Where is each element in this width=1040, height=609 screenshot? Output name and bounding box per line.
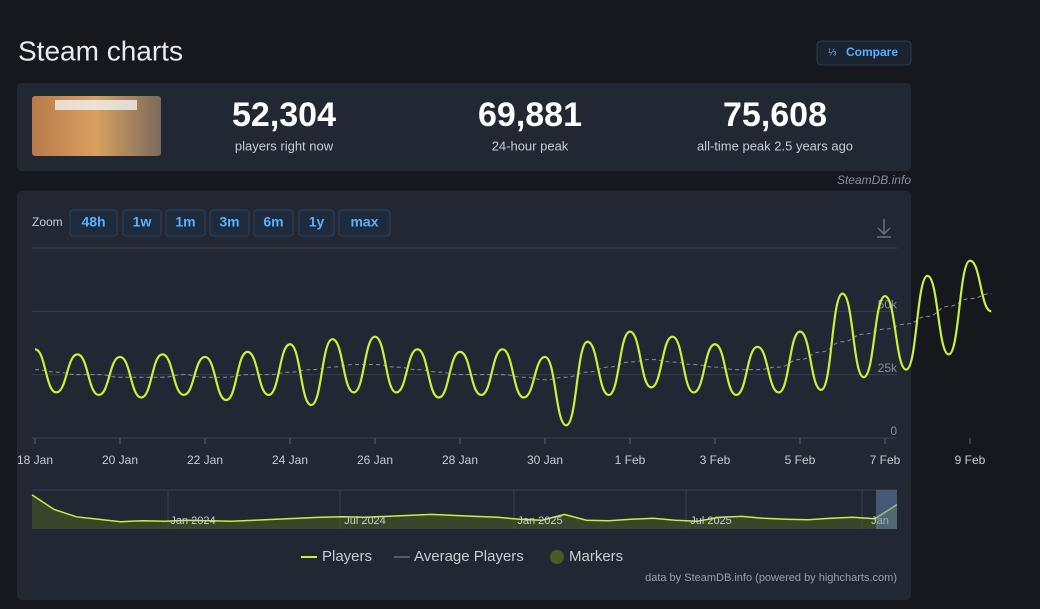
- zoom-button-label[interactable]: 1y: [309, 214, 325, 230]
- x-tick-label: 5 Feb: [785, 453, 816, 467]
- zoom-button[interactable]: [209, 209, 250, 237]
- zoom-button[interactable]: [122, 209, 162, 237]
- x-tick-label: 30 Jan: [527, 453, 563, 467]
- compare-icon: ⅓: [828, 48, 837, 59]
- thumbnail-logo: [55, 100, 137, 110]
- credits: data by SteamDB.info (powered by highcha…: [645, 572, 897, 584]
- legend-item[interactable]: Average Players: [414, 548, 524, 565]
- zoom-button-label[interactable]: 3m: [219, 214, 239, 230]
- x-tick-label: 7 Feb: [870, 453, 901, 467]
- y-tick-label: 0: [890, 424, 897, 438]
- zoom-button-label[interactable]: max: [350, 214, 378, 230]
- stat-label: players right now: [235, 138, 334, 153]
- zoom-button-label[interactable]: 6m: [263, 214, 283, 230]
- chart-panel: [17, 191, 911, 600]
- legend-markers-symbol: [550, 550, 564, 564]
- game-thumbnail: [32, 96, 161, 156]
- x-tick-label: 22 Jan: [187, 453, 223, 467]
- navigator-label: Jan 2024: [170, 515, 215, 527]
- zoom-button[interactable]: [298, 209, 335, 237]
- stat-value: 75,608: [723, 96, 827, 134]
- x-tick-label: 26 Jan: [357, 453, 393, 467]
- x-tick-label: 20 Jan: [102, 453, 138, 467]
- y-tick-label: 25k: [878, 361, 898, 375]
- legend-item[interactable]: Markers: [569, 548, 623, 565]
- zoom-button-label[interactable]: 1w: [133, 214, 152, 230]
- x-tick-label: 24 Jan: [272, 453, 308, 467]
- x-tick-label: 1 Feb: [615, 453, 646, 467]
- navigator-label: Jul 2025: [690, 515, 732, 527]
- stat-label: 24-hour peak: [492, 138, 569, 153]
- stat-value: 52,304: [232, 96, 336, 134]
- zoom-button[interactable]: [69, 209, 118, 237]
- compare-button[interactable]: [816, 40, 912, 66]
- y-tick-label: 50k: [878, 298, 898, 312]
- x-tick-label: 18 Jan: [17, 453, 53, 467]
- stat-label: all-time peak 2.5 years ago: [697, 138, 853, 153]
- stat-value: 69,881: [478, 96, 582, 134]
- source-label: SteamDB.info: [837, 173, 911, 187]
- compare-label[interactable]: Compare: [846, 45, 898, 59]
- x-tick-label: 3 Feb: [700, 453, 731, 467]
- zoom-label: Zoom: [32, 215, 63, 229]
- legend-item[interactable]: Players: [322, 548, 372, 565]
- zoom-button[interactable]: [165, 209, 206, 237]
- navigator-line: [31, 494, 898, 523]
- players-line: [34, 259, 992, 427]
- page-title: Steam charts: [18, 35, 183, 66]
- zoom-button-label[interactable]: 1m: [175, 214, 195, 230]
- navigator-label: Jan 2025: [517, 515, 562, 527]
- x-tick-label: 28 Jan: [442, 453, 478, 467]
- stats-panel: [17, 83, 911, 171]
- zoom-button[interactable]: [338, 209, 391, 237]
- zoom-button[interactable]: [253, 209, 294, 237]
- navigator-label: Jul 2024: [344, 515, 386, 527]
- download-icon[interactable]: [877, 219, 891, 238]
- x-tick-label: 9 Feb: [955, 453, 986, 467]
- navigator-selection[interactable]: [876, 490, 897, 529]
- zoom-button-label[interactable]: 48h: [81, 214, 105, 230]
